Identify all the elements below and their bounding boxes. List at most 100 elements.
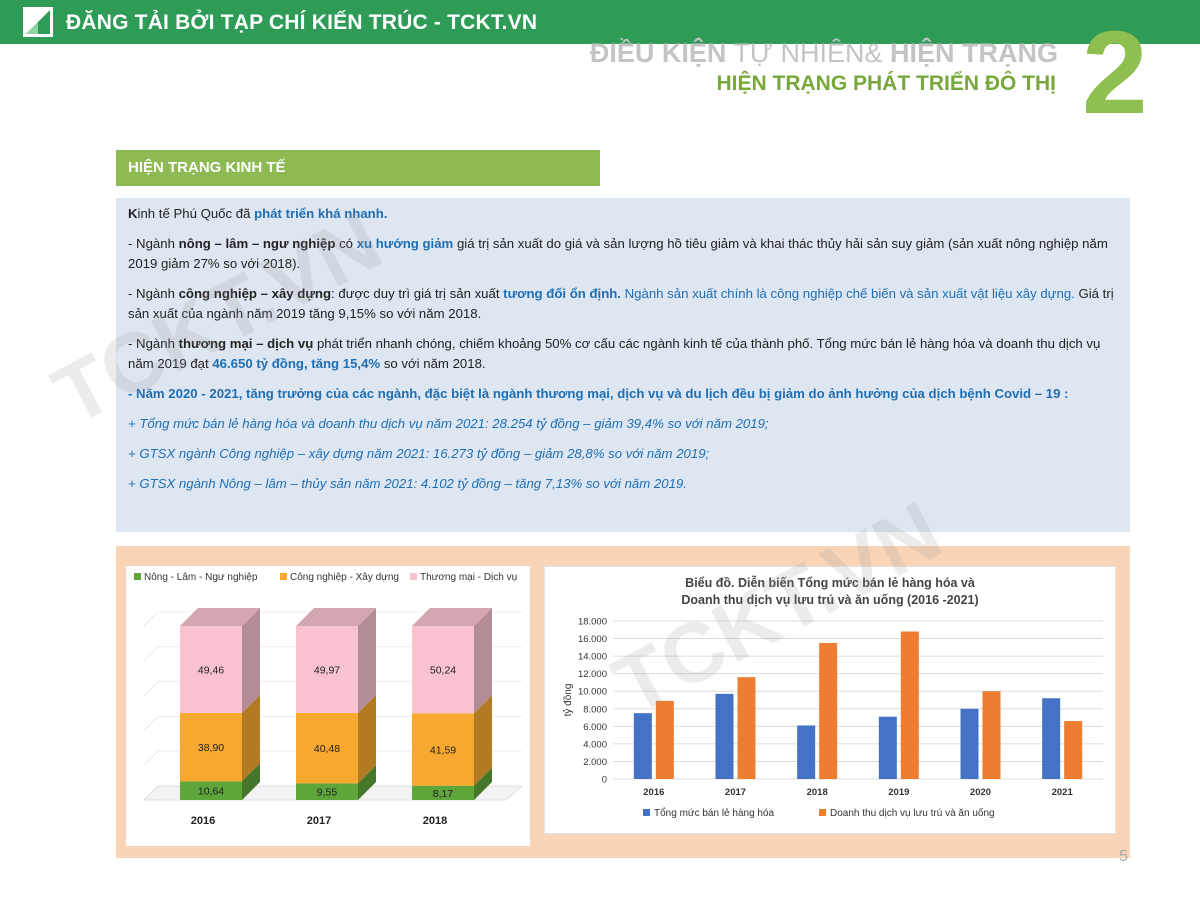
bar	[715, 693, 734, 779]
category-label: 2016	[191, 815, 215, 827]
chapter-subheading: HIỆN TRẠNG PHÁT TRIỂN ĐÔ THỊ	[716, 72, 1057, 95]
bar-segment-top	[412, 608, 492, 626]
tckt-logo-icon	[23, 7, 53, 37]
charts-panel: Nông - Lâm - Ngư nghiệp Công nghiệp - Xây…	[116, 546, 1130, 858]
heading-bold-a: ĐIỀU KIỆN	[589, 38, 727, 68]
bar	[737, 677, 756, 779]
bar-segment-top	[296, 608, 376, 626]
legend-swatch	[134, 573, 141, 580]
bar-segment	[180, 712, 242, 782]
p1-c: có	[335, 236, 357, 251]
p3-c: phát triển nhanh chóng, chiếm khoảng 50%…	[128, 336, 1101, 371]
legend-label: Công nghiệp - Xây dựng	[290, 572, 399, 583]
x-tick-label: 2019	[888, 787, 909, 798]
bar	[633, 713, 652, 779]
bar-segment	[180, 626, 242, 713]
p3-d: 46.650 tỷ đồng, tăng 15,4%	[212, 356, 381, 371]
bar-segment	[412, 713, 474, 786]
intro-highlight: phát triển khá nhanh.	[254, 206, 388, 221]
chart-subtitle: Doanh thu dịch vụ lưu trú và ăn uống (20…	[681, 593, 978, 607]
covid-paragraph: - Năm 2020 - 2021, tăng trưởng của các n…	[128, 386, 1069, 401]
x-tick-label: 2020	[970, 787, 991, 798]
gridline	[143, 646, 159, 662]
bar-segment-side	[358, 608, 376, 713]
bar	[878, 716, 897, 779]
x-tick-label: 2016	[643, 787, 664, 798]
p2-a: - Ngành	[128, 286, 179, 301]
heading-bold-b: HIỆN TRẠNG	[890, 38, 1058, 68]
bar	[1064, 721, 1083, 779]
trade-paragraph: - Ngành thương mại – dịch vụ phát triển …	[128, 334, 1118, 374]
data-label: 41,59	[430, 745, 456, 757]
economy-text-box: Kinh tế Phú Quốc đã phát triển khá nhanh…	[116, 198, 1130, 532]
data-label: 50,24	[430, 665, 456, 677]
x-tick-label: 2017	[725, 787, 746, 798]
intro-paragraph: Kinh tế Phú Quốc đã phát triển khá nhanh…	[128, 204, 1118, 224]
p1-e: giá trị sản xuất do giá và sản lượng hồ …	[128, 236, 1108, 271]
bullet-retail: + Tổng mức bán lẻ hàng hóa và doanh thu …	[128, 416, 769, 431]
retail-revenue-chart: Biểu đồ. Diễn biến Tổng mức bán lẻ hàng …	[544, 566, 1116, 834]
x-tick-label: 2021	[1052, 787, 1074, 798]
bar	[819, 642, 838, 779]
data-label: 9,55	[317, 787, 338, 799]
heading-thin: TỰ NHIÊN&	[726, 38, 890, 68]
bar-segment-top	[180, 608, 260, 626]
p1-b: nông – lâm – ngư nghiệp	[178, 236, 336, 251]
sector-structure-chart: Nông - Lâm - Ngư nghiệp Công nghiệp - Xây…	[126, 566, 530, 846]
y-tick-label: 8.000	[583, 704, 607, 715]
category-label: 2017	[307, 815, 331, 827]
y-tick-label: 4.000	[583, 739, 607, 750]
p3-b: thương mại – dịch vụ	[178, 336, 314, 351]
y-tick-label: 14.000	[578, 652, 607, 663]
data-label: 40,48	[314, 743, 340, 755]
bar-segment	[296, 626, 358, 713]
retail-revenue-chart-svg: Biểu đồ. Diễn biến Tổng mức bán lẻ hàng …	[562, 575, 1103, 819]
legend-label: Nông - Lâm - Ngư nghiệp	[144, 572, 258, 583]
bar	[797, 725, 816, 779]
gridline	[143, 611, 159, 627]
y-tick-label: 16.000	[578, 634, 607, 645]
bar-segment-side	[474, 767, 492, 800]
intro-initial: K	[128, 206, 138, 221]
chart-title: Biểu đồ. Diễn biến Tổng mức bán lẻ hàng …	[685, 575, 975, 590]
data-label: 49,46	[198, 664, 224, 676]
y-tick-label: 12.000	[578, 669, 607, 680]
bar-segment-side	[242, 694, 260, 782]
bar-segment	[412, 626, 474, 714]
gridline	[143, 681, 159, 696]
top-banner: ĐĂNG TẢI BỞI TẠP CHÍ KIẾN TRÚC - TCKT.VN	[0, 0, 1200, 44]
bar-segment	[412, 785, 474, 800]
bar	[960, 708, 979, 779]
chapter-number: 2	[1082, 7, 1148, 139]
legend-label: Tổng mức bán lẻ hàng hóa	[654, 807, 775, 819]
bullet-agriculture: + GTSX ngành Nông – lâm – thủy sản năm 2…	[128, 476, 687, 491]
p3-e: so với năm 2018.	[380, 356, 486, 371]
y-tick-label: 6.000	[583, 722, 607, 733]
bar	[1042, 698, 1061, 779]
data-label: 10,64	[198, 786, 224, 798]
p2-e: Ngành sản xuất chính là công nghiệp chế …	[620, 286, 1075, 301]
p2-b: công nghiệp – xây dựng	[178, 286, 332, 301]
data-label: 38,90	[198, 742, 224, 754]
industry-paragraph: - Ngành công nghiệp – xây dựng: được duy…	[128, 284, 1118, 324]
bar-segment-side	[242, 608, 260, 713]
p2-d: tương đối ổn định.	[503, 286, 621, 301]
page-number: 5	[1119, 848, 1128, 865]
bar-segment	[180, 781, 242, 800]
bar-segment-side	[474, 695, 492, 786]
legend-swatch	[643, 809, 650, 816]
banner-brand-text: ĐĂNG TẢI BỞI TẠP CHÍ KIẾN TRÚC - TCKT.VN	[66, 11, 538, 34]
bar-segment	[296, 712, 358, 784]
bullet-industry: + GTSX ngành Công nghiệp – xây dựng năm …	[128, 446, 710, 461]
bar	[655, 700, 674, 779]
gridline	[143, 716, 159, 731]
bar-segment	[296, 783, 358, 800]
y-tick-label: 10.000	[578, 687, 607, 698]
bar	[982, 691, 1001, 779]
category-label: 2018	[423, 815, 447, 827]
bar-segment-side	[358, 694, 376, 784]
sector-structure-chart-svg: Nông - Lâm - Ngư nghiệp Công nghiệp - Xây…	[134, 572, 524, 827]
y-axis-label: tỷ đồng	[562, 684, 574, 717]
x-tick-label: 2018	[807, 787, 828, 798]
data-label: 8,17	[433, 788, 454, 800]
